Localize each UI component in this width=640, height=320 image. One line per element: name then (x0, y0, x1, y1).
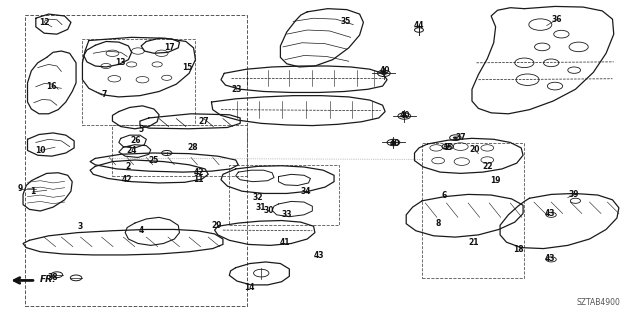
Text: 37: 37 (455, 132, 466, 141)
Bar (229, 165, 339, 225)
Text: 35: 35 (340, 17, 351, 26)
Text: 43: 43 (545, 209, 555, 218)
Text: 8: 8 (435, 219, 441, 228)
Text: 42: 42 (122, 175, 132, 184)
Text: 9: 9 (17, 184, 22, 193)
Text: 21: 21 (468, 238, 479, 247)
Circle shape (453, 136, 458, 139)
Text: 39: 39 (569, 190, 579, 199)
Text: 1: 1 (30, 188, 35, 196)
Text: 44: 44 (413, 21, 424, 30)
Text: 28: 28 (187, 143, 198, 152)
Text: 5: 5 (139, 125, 144, 134)
Text: 40: 40 (400, 111, 410, 120)
Text: 13: 13 (115, 58, 126, 67)
Text: 19: 19 (490, 176, 501, 185)
Text: 24: 24 (126, 146, 137, 155)
Text: 7: 7 (102, 90, 107, 99)
Text: FR.: FR. (40, 275, 57, 284)
Text: 6: 6 (442, 190, 447, 200)
Bar (83, 39, 195, 125)
Circle shape (445, 145, 451, 148)
Text: 43: 43 (314, 251, 324, 260)
Circle shape (390, 141, 397, 144)
Text: 10: 10 (35, 146, 45, 155)
Text: 20: 20 (469, 145, 480, 154)
Text: 40: 40 (390, 139, 401, 148)
Text: 30: 30 (264, 206, 274, 215)
Text: 18: 18 (513, 245, 524, 254)
Text: 31: 31 (256, 203, 266, 212)
Circle shape (401, 115, 408, 118)
Text: 41: 41 (280, 238, 290, 247)
Bar (25, 15, 246, 306)
Text: 15: 15 (182, 63, 193, 72)
Text: 26: 26 (131, 136, 141, 145)
Text: 14: 14 (244, 283, 255, 292)
Text: SZTAB4900: SZTAB4900 (576, 298, 620, 307)
Text: 27: 27 (198, 117, 209, 126)
Bar (422, 143, 524, 278)
Text: 22: 22 (482, 162, 493, 171)
Circle shape (381, 72, 387, 75)
Text: 42: 42 (193, 168, 204, 177)
Text: 45: 45 (442, 143, 453, 152)
Text: 3: 3 (78, 222, 83, 231)
Text: 25: 25 (148, 156, 159, 165)
Text: 29: 29 (211, 221, 222, 230)
Text: 43: 43 (545, 254, 555, 263)
Text: 38: 38 (48, 273, 58, 282)
Text: 17: 17 (164, 43, 175, 52)
Text: 12: 12 (39, 18, 49, 27)
Text: 16: 16 (47, 82, 57, 91)
Text: 23: 23 (232, 85, 242, 94)
Text: 33: 33 (282, 210, 292, 219)
Text: 40: 40 (380, 66, 390, 75)
Text: 4: 4 (139, 226, 144, 235)
Text: 2: 2 (126, 162, 131, 171)
Text: 32: 32 (252, 193, 262, 202)
Text: 34: 34 (301, 187, 311, 196)
Text: 11: 11 (193, 175, 204, 184)
Text: 36: 36 (551, 15, 561, 24)
Bar (113, 125, 246, 176)
